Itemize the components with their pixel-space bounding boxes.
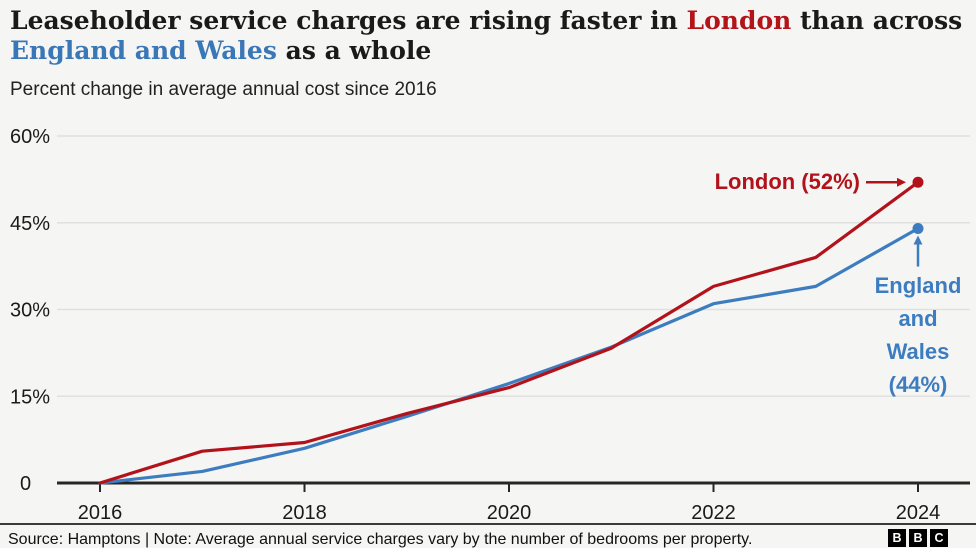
y-axis-label: 45%	[10, 213, 50, 235]
title-text: than across	[791, 6, 963, 35]
source-note: Source: Hamptons | Note: Average annual …	[8, 531, 753, 548]
chart-title-line: Leaseholder service charges are rising f…	[10, 6, 970, 36]
endpoint-dot-england-wales	[912, 223, 924, 235]
x-axis-label: 2016	[78, 502, 123, 524]
series-line-england-wales	[98, 226, 920, 485]
chart-title: Leaseholder service charges are rising f…	[10, 6, 970, 66]
bbc-logo-block: B	[888, 529, 906, 547]
england-wales-label-line: England	[874, 272, 962, 298]
england-wales-label-line: and	[898, 305, 938, 331]
footer: Source: Hamptons | Note: Average annual …	[0, 523, 976, 548]
bbc-logo-block: C	[930, 529, 948, 547]
england-wales-label-line: Wales	[886, 338, 950, 364]
england-wales-label-line: (44%)	[888, 371, 948, 397]
y-axis-label: 15%	[10, 386, 50, 408]
chart-title-line: England and Wales as a whole	[10, 36, 970, 66]
title-text: as a whole	[276, 36, 432, 65]
x-axis-label: 2022	[691, 502, 736, 524]
title-text: Leaseholder service charges are rising f…	[10, 6, 687, 35]
y-axis-label: 30%	[10, 300, 50, 322]
title-highlight-red: London	[686, 6, 792, 35]
y-axis-label: 0	[20, 473, 31, 495]
x-axis-label: 2020	[487, 502, 532, 524]
title-highlight-blue: England and Wales	[10, 36, 277, 65]
london-annotation-label: London (52%)	[714, 169, 860, 195]
x-axis-label: 2018	[282, 502, 327, 524]
y-axis-label: 60%	[10, 126, 50, 148]
bbc-logo-block: B	[909, 529, 927, 547]
series-line-london	[98, 180, 920, 485]
chart-subtitle: Percent change in average annual cost si…	[10, 79, 437, 100]
x-axis-label: 2024	[896, 502, 941, 524]
endpoint-dot-london	[912, 176, 924, 188]
england-wales-annotation-label: England and Wales (44%)	[848, 269, 976, 401]
